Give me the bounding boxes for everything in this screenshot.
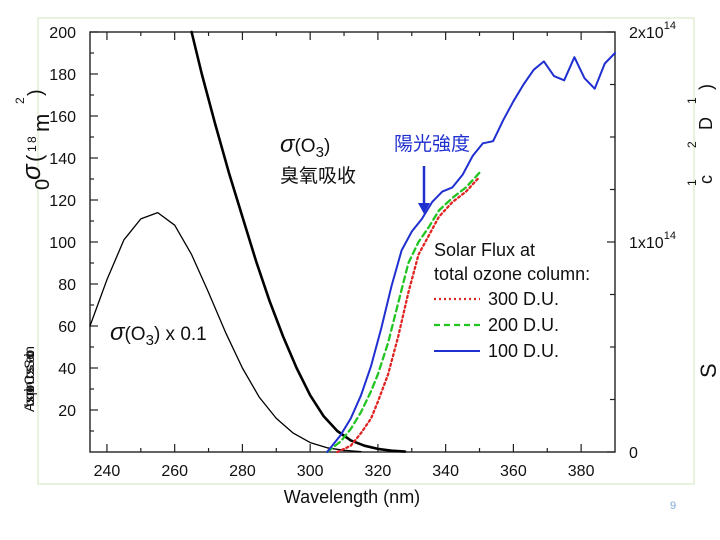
series-line-1 [89, 211, 362, 453]
y-tick-label: 180 [49, 67, 76, 84]
x-tick-label: 340 [432, 463, 459, 480]
right-tick-mantissa: 1x10 [629, 235, 664, 252]
right-axis-c: c [696, 175, 716, 184]
y-tick-label: 100 [49, 235, 76, 252]
y-tick-label: 60 [58, 319, 76, 336]
sigma-o3-label: σ(O3) [280, 131, 330, 161]
x-tick-label: 280 [229, 463, 256, 480]
right-axis-s: S [696, 363, 720, 378]
sigma-scaled-text1: (O [124, 324, 145, 345]
right-axis-paren: ) [696, 84, 716, 90]
left-axis-m: m [29, 114, 54, 132]
sigma-scaled-label: σ(O3) x 0.1 [110, 319, 207, 349]
right-axis-one-b: 1 [685, 97, 699, 104]
y-tick-label: 120 [49, 193, 76, 210]
right-axis-label: 1 c 2 D 1 ) S [685, 84, 720, 378]
left-axis-close: ) [25, 89, 47, 96]
left-axis-sub-1: 1 [25, 145, 39, 152]
x-tick-label: 260 [161, 463, 188, 480]
sigma-scaled-sub: 3 [146, 332, 154, 349]
sigma-o3-close: ) [324, 136, 330, 157]
right-tick-label: 1x1014 [629, 230, 676, 252]
legend: Solar Flux at total ozone column: 300 D.… [434, 240, 590, 361]
right-tick-label: 2x1014 [629, 20, 676, 42]
legend-title-2: total ozone column: [434, 264, 590, 284]
left-axis-sigma: σ [16, 163, 46, 180]
y-tick-label: 160 [49, 109, 76, 126]
sigma-o3-sigma: σ [280, 131, 296, 158]
legend-entry-200: 200 D.U. [488, 315, 559, 335]
x-tick-label: 240 [94, 463, 121, 480]
plot-frame [89, 31, 616, 453]
axis-ticks [90, 31, 615, 453]
left-y-tick-labels: 20 40 60 80 100 120 140 160 180 200 [49, 25, 76, 420]
legend-entry-300: 300 D.U. [488, 289, 559, 309]
x-tick-label: 380 [568, 463, 595, 480]
solar-intensity-label: 陽光強度 [394, 133, 470, 155]
sigma-scaled-sigma: σ [110, 319, 126, 346]
x-tick-label: 320 [365, 463, 392, 480]
right-axis-d: D [696, 117, 716, 130]
right-tick-exponent: 14 [664, 20, 676, 32]
sigma-o3-text: (O [294, 136, 315, 157]
left-axis-sub-8: 8 [25, 136, 39, 143]
y-tick-label: 80 [58, 277, 76, 294]
solar-arrow-head [418, 203, 430, 214]
legend-title-1: Solar Flux at [434, 240, 535, 260]
right-axis-two-a: 2 [685, 141, 699, 148]
y-tick-label: 40 [58, 361, 76, 378]
right-tick-label: 0 [629, 445, 638, 462]
x-axis-title: Wavelength (nm) [284, 487, 420, 507]
sigma-scaled-text2: ) x 0.1 [154, 324, 207, 345]
left-axis-lower-label: Absorption Cross Section [21, 347, 37, 412]
series-lines [89, 30, 616, 454]
sigma-o3-sub: 3 [316, 144, 324, 161]
left-axis-two: 2 [13, 97, 27, 104]
series-line-3 [325, 171, 481, 454]
y-tick-label: 20 [58, 403, 76, 420]
chart-outline [37, 17, 695, 485]
y-tick-label: 140 [49, 151, 76, 168]
right-tick-mantissa: 0 [629, 445, 638, 462]
right-tick-exponent: 14 [664, 230, 676, 242]
legend-entry-100: 100 D.U. [488, 341, 559, 361]
ozone-absorption-label: 臭氧吸收 [280, 165, 356, 187]
x-tick-labels: 240 260 280 300 320 340 360 380 [94, 463, 595, 480]
x-tick-label: 300 [297, 463, 324, 480]
left-axis-zero: 0 [32, 179, 54, 190]
page-number: 9 [670, 500, 676, 512]
series-line-2 [336, 175, 481, 454]
right-tick-mantissa: 2x10 [629, 25, 664, 42]
series-line-4 [326, 52, 616, 453]
x-tick-label: 360 [500, 463, 527, 480]
y-tick-label: 200 [49, 25, 76, 42]
series-line-0 [190, 30, 407, 453]
right-axis-one-a: 1 [685, 179, 699, 186]
left-axis-label: σ ( 1 8 0 m 2 ) Absorption Cross Section [13, 89, 54, 412]
left-axis-paren: ( [22, 154, 47, 162]
